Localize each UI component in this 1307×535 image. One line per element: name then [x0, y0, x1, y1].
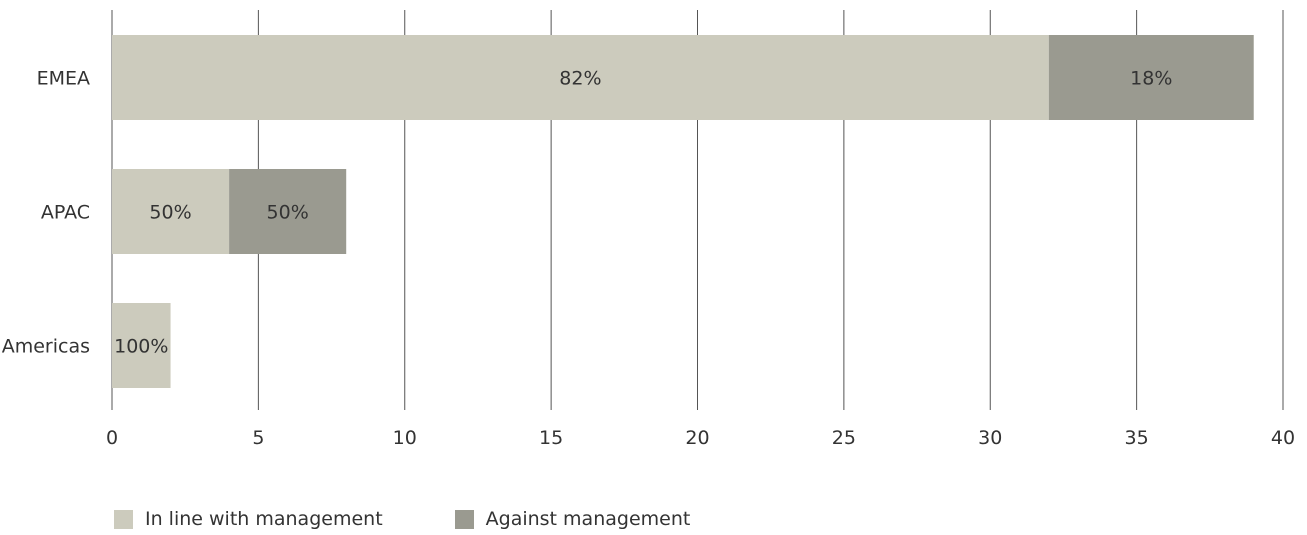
bar-emea-series-1 — [1048, 35, 1254, 120]
category-label-americas: Americas — [2, 336, 90, 358]
legend: In line with management Against manageme… — [114, 508, 762, 530]
bar-emea-series-0 — [112, 35, 1049, 120]
category-label-emea: EMEA — [37, 68, 90, 90]
x-tick-label: 20 — [685, 427, 709, 449]
x-tick-labels: 0 5 10 15 20 25 30 35 40 — [106, 427, 1295, 449]
legend-swatch-against — [454, 509, 474, 529]
x-tick-label: 15 — [539, 427, 563, 449]
legend-item-against: Against management — [454, 508, 691, 530]
category-label-apac: APAC — [41, 202, 90, 224]
legend-swatch-in-line — [114, 509, 133, 529]
x-tick-label: 30 — [978, 427, 1002, 449]
x-tick-label: 10 — [393, 427, 417, 449]
legend-label-in-line: In line with management — [145, 508, 383, 530]
data-label: 100% — [114, 336, 168, 358]
data-label: 50% — [149, 202, 191, 224]
data-label: 18% — [1130, 68, 1172, 90]
bar-apac-series-0 — [112, 169, 230, 254]
data-label: 50% — [267, 202, 309, 224]
x-tick-label: 0 — [106, 427, 118, 449]
bar-apac-series-1 — [229, 169, 347, 254]
legend-label-against: Against management — [485, 508, 691, 530]
category-labels: EMEA APAC Americas — [2, 68, 90, 358]
bars: 82% 18% 50% 50% 100% — [112, 35, 1254, 388]
x-tick-label: 25 — [832, 427, 856, 449]
bar-americas-series-0 — [112, 303, 171, 388]
data-label: 82% — [559, 68, 601, 90]
legend-item-in-line: In line with management — [114, 508, 383, 530]
x-tick-label: 5 — [252, 427, 264, 449]
x-tick-label: 40 — [1271, 427, 1295, 449]
x-tick-label: 35 — [1125, 427, 1149, 449]
